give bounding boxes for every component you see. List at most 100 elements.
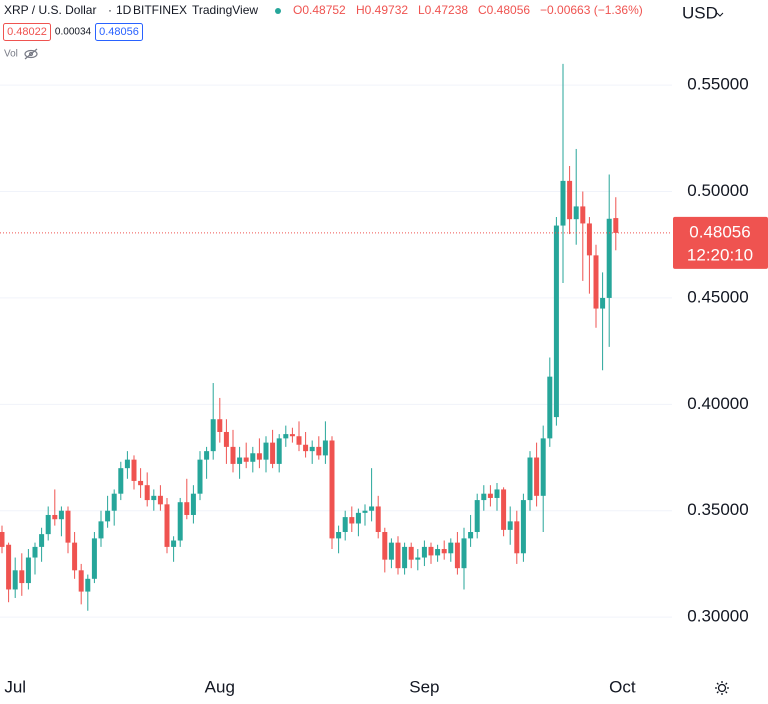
candle-body [289, 434, 295, 437]
price-tag-countdown: 12:20:10 [687, 245, 753, 264]
price-tag-value: 0.48056 [689, 222, 750, 241]
candle-body [39, 534, 45, 547]
candle-body [501, 489, 507, 530]
candle-body [98, 521, 104, 539]
separator: · [108, 3, 112, 17]
y-tick-label: 0.55000 [687, 75, 748, 94]
candle-body [540, 438, 546, 496]
candle-body [369, 506, 375, 511]
candle-body [547, 376, 553, 439]
candle-body [105, 510, 111, 522]
candle-body [184, 502, 190, 515]
status-dot [275, 8, 281, 14]
volume-label[interactable]: Vol [4, 49, 18, 60]
candle-body [151, 495, 157, 501]
ohlc-open: O0.48752 [293, 3, 346, 17]
candle-body [415, 557, 421, 560]
price-tag [673, 216, 768, 269]
candle-body [573, 206, 579, 220]
candle-body [171, 540, 177, 547]
candle-body [157, 495, 163, 505]
candle-body [131, 459, 137, 481]
bid-box [3, 23, 51, 41]
ohlc-change: −0.00663 (−1.36%) [540, 3, 643, 17]
candle-body [237, 457, 243, 464]
source: TradingView [192, 3, 258, 17]
candle-body [118, 468, 124, 494]
currency-caret [716, 12, 724, 17]
candle-body [534, 457, 540, 496]
candle-body [52, 514, 58, 520]
candle-body [402, 546, 408, 569]
candle-body [441, 549, 447, 554]
candle-body [65, 510, 71, 543]
candle-body [210, 419, 216, 452]
candle-body [144, 485, 150, 501]
candle-body [270, 442, 276, 464]
candle-body [362, 510, 368, 513]
candle-body [553, 225, 559, 418]
candle-body [580, 206, 586, 224]
candle-body [593, 255, 599, 309]
candle-body [336, 532, 342, 539]
ohlc-low: L0.47238 [418, 3, 468, 17]
candle-body [375, 506, 381, 532]
hide-icon[interactable] [24, 48, 38, 60]
candle-body [468, 532, 474, 539]
x-tick-label: Oct [609, 677, 636, 696]
candle-body [520, 500, 526, 554]
candle-body [355, 512, 361, 524]
ohlc-high: H0.49732 [356, 3, 408, 17]
candle-body [560, 180, 566, 226]
candle-body [322, 440, 328, 456]
candle-body [474, 500, 480, 532]
candle-body [349, 517, 355, 524]
candle-body [283, 434, 289, 439]
candle-body [25, 557, 31, 584]
candle-body [316, 446, 322, 456]
candle-body [164, 504, 170, 547]
candle-body [72, 542, 78, 571]
candle-body [243, 457, 249, 462]
candle-body [481, 493, 487, 501]
candle-body [0, 532, 5, 547]
candle-body [6, 544, 12, 590]
candle-body [514, 521, 520, 554]
candle-body [223, 431, 229, 447]
candle-body [507, 521, 513, 530]
ask: 0.48056 [99, 26, 139, 38]
candle-body [230, 446, 236, 464]
candle-body [586, 223, 592, 256]
candle-body [256, 453, 262, 460]
candle-body [329, 440, 335, 539]
currency[interactable]: USD [682, 3, 718, 22]
settings-icon[interactable] [715, 681, 729, 695]
candle-body [487, 493, 493, 498]
candle-body [85, 578, 91, 592]
candle-body [421, 546, 427, 558]
candle-body [303, 444, 309, 452]
candle-body [263, 442, 269, 460]
candle-body [58, 510, 64, 520]
symbol: XRP / U.S. Dollar [4, 3, 96, 17]
candle-body [91, 538, 97, 579]
spread: 0.00034 [55, 27, 92, 38]
candle-body [19, 570, 25, 584]
candle-body [408, 546, 414, 560]
candle-body [567, 180, 573, 220]
ohlc-close: C0.48056 [478, 3, 530, 17]
exchange: BITFINEX [133, 3, 187, 17]
candle-body [32, 546, 38, 558]
candle-body [276, 438, 282, 464]
candle-body [600, 297, 606, 309]
candle-body [388, 542, 394, 560]
candle-body [309, 446, 315, 452]
candle-body [448, 542, 454, 554]
ask-box [95, 23, 143, 41]
interval: 1D [116, 3, 132, 17]
candle-body [45, 514, 51, 535]
candle-body [428, 546, 434, 556]
candle-body [613, 218, 619, 233]
